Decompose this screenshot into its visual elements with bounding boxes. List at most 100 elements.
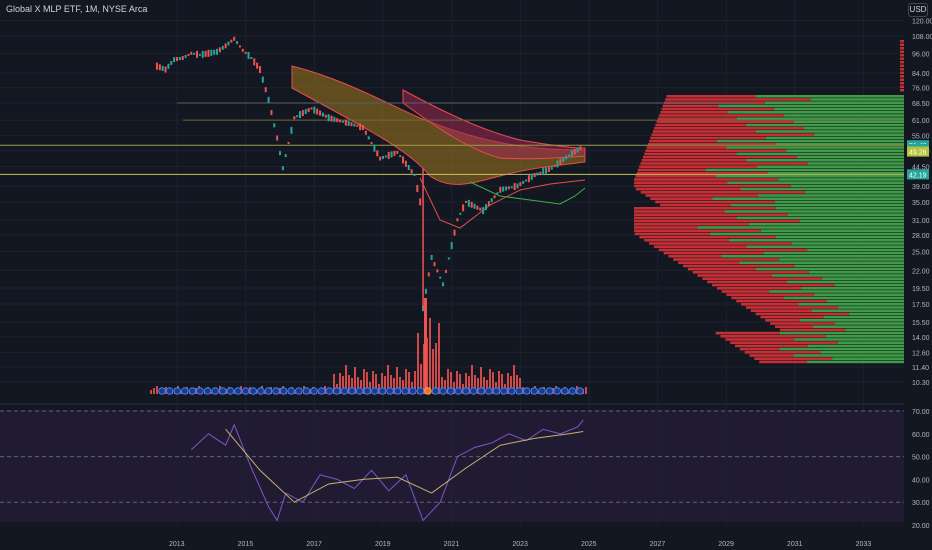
profile-bar-red (651, 133, 815, 136)
rsi-signal-line (225, 428, 584, 503)
candle (404, 160, 407, 167)
price-tick-label: 19.50 (912, 286, 930, 293)
dividend-event-marker (348, 387, 356, 395)
profile-bar-green (764, 101, 904, 104)
candle (299, 111, 302, 119)
volume-bar (393, 378, 395, 394)
profile-bar-green (832, 357, 904, 360)
price-tick-label: 14.00 (912, 335, 930, 342)
profile-bar-green (755, 95, 904, 98)
candle (459, 212, 462, 215)
profile-bar-red (660, 111, 728, 114)
price-tick-label: 39.00 (912, 184, 930, 191)
profile-bar-green (807, 344, 904, 348)
profile-bar-red (645, 149, 787, 152)
volume-bar (333, 374, 335, 394)
volume-bar (399, 377, 401, 394)
profile-bar-green (787, 213, 904, 216)
profile-bar-green (767, 171, 904, 175)
profile-bar-green (805, 191, 904, 194)
profile-bar-green (837, 341, 904, 344)
dividend-event-marker (431, 387, 440, 395)
candle (218, 47, 221, 53)
candle (233, 36, 236, 41)
candle (158, 64, 161, 71)
candle (433, 262, 436, 267)
volume-bar (585, 387, 587, 394)
profile-bar-red (668, 255, 722, 258)
candle (247, 51, 250, 59)
volume-bar (435, 343, 437, 394)
currency-button[interactable]: USD (908, 3, 928, 17)
candle (553, 165, 556, 168)
dividend-event-marker (310, 387, 318, 395)
profile-bar-red (900, 47, 904, 50)
time-axis[interactable]: 2013 2015 2017 2019 2021 2023 2025 2027 2029 2031… (169, 541, 871, 548)
volume-bar (363, 369, 365, 394)
candle (436, 269, 439, 273)
candle (287, 141, 290, 144)
dividend-event-marker (219, 387, 227, 395)
candle (536, 172, 539, 176)
price-tick-label: 96.00 (912, 51, 930, 58)
profile-bar-red (655, 123, 747, 127)
volume-bar (486, 380, 488, 394)
dividend-event-marker (485, 387, 493, 395)
profile-bar-red (634, 181, 728, 184)
ma-line-red (419, 177, 586, 229)
candle (562, 157, 565, 163)
profile-bar-red (779, 328, 846, 332)
dividend-event-marker (317, 387, 326, 395)
profile-bar-red (639, 165, 758, 168)
candle (442, 282, 445, 287)
ma-line-green (469, 181, 586, 205)
candle (207, 49, 210, 57)
candle (402, 156, 405, 164)
profile-bar-green (774, 107, 904, 111)
candle (281, 166, 284, 171)
profile-bar-green (820, 351, 904, 354)
profile-bar-green (807, 248, 904, 252)
profile-bar-green (705, 168, 904, 172)
profile-bar-green (775, 143, 904, 146)
time-tick-label: 2025 (581, 541, 597, 548)
profile-bar-red (900, 68, 904, 71)
candle (301, 110, 304, 117)
candle (396, 150, 399, 154)
volume-bar (522, 387, 524, 394)
profile-bar-red (697, 274, 772, 277)
dividend-event-marker (538, 387, 546, 395)
candle (341, 120, 344, 123)
candle (267, 96, 270, 103)
candle (261, 76, 264, 83)
dividend-event-marker (264, 387, 273, 395)
profile-bar-red (702, 277, 823, 280)
profile-bar-red (900, 40, 904, 43)
event-markers-row[interactable] (158, 387, 584, 395)
dividend-event-marker (409, 387, 417, 395)
profile-bar-green (728, 239, 904, 242)
dividend-event-marker (249, 387, 257, 395)
profile-bar-red (652, 130, 756, 133)
candle (273, 123, 276, 128)
price-axis[interactable]: 120.00 108.00 96.00 84.00 76.00 68.50 61.00 55.… (907, 18, 932, 530)
dividend-event-marker (469, 387, 478, 395)
profile-bar-red (720, 335, 827, 338)
moving-average-bands (291, 65, 586, 229)
dividend-event-marker (393, 387, 402, 395)
profile-bar-green (796, 155, 904, 159)
profile-bar-green (826, 299, 904, 303)
dividend-event-marker (447, 387, 455, 395)
candle (410, 169, 413, 174)
profile-bar-green (746, 123, 904, 127)
time-tick-label: 2019 (375, 541, 391, 548)
candle (321, 112, 324, 117)
profile-bar-red (900, 71, 904, 74)
profile-bar-green (810, 98, 904, 101)
profile-bar-red (649, 242, 792, 245)
candle (181, 56, 184, 61)
dividend-event-marker (363, 387, 372, 395)
volume-bar (339, 373, 341, 394)
profile-bar-red (721, 290, 770, 293)
